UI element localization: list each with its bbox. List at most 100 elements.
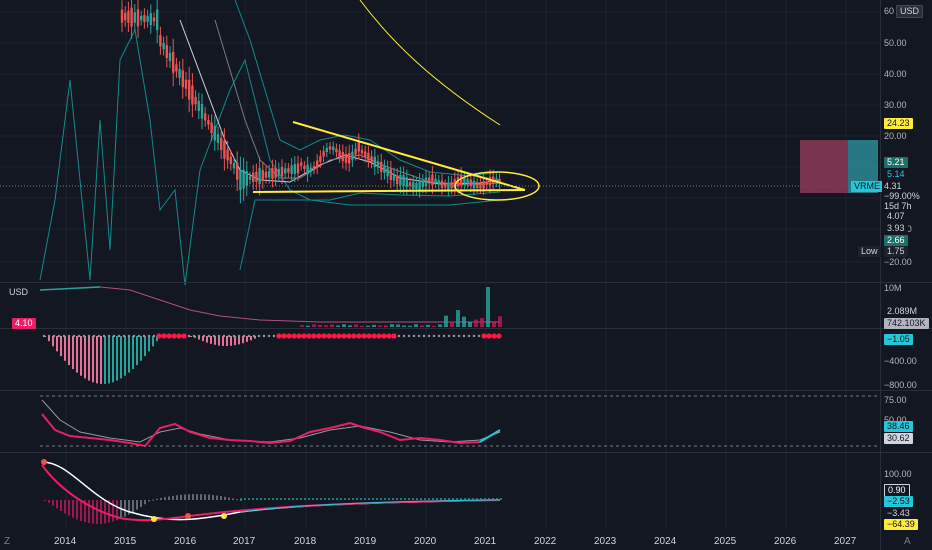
macd-dot — [47, 334, 51, 338]
volume-bar — [312, 324, 316, 327]
volume-bar — [408, 325, 412, 327]
candle-body — [252, 172, 255, 183]
volume-bar — [492, 322, 496, 327]
macd-dot — [432, 334, 436, 338]
macd-bar — [210, 336, 212, 344]
osc-bar — [236, 499, 238, 501]
macd-dot — [67, 334, 71, 338]
pane-divider[interactable] — [0, 390, 932, 391]
macd-bar — [156, 336, 158, 342]
volume-bar — [366, 325, 370, 327]
osc-bar — [368, 498, 370, 500]
price-tick: −20.00 — [884, 257, 912, 267]
macd-tick: −400.00 — [884, 356, 917, 366]
volume-bar — [354, 324, 358, 327]
osc-bar — [444, 498, 446, 500]
timezone-button[interactable]: Z — [4, 536, 11, 547]
osc-bar — [500, 498, 502, 500]
candle-body — [405, 177, 408, 187]
volume-bar — [300, 325, 304, 327]
macd-bar — [222, 336, 224, 346]
macd-bar — [84, 336, 86, 379]
trendline-upper — [292, 121, 526, 191]
candle-body — [284, 168, 287, 174]
macd-dot — [152, 334, 156, 338]
candle-body — [402, 175, 405, 186]
currency-label[interactable]: USD — [896, 5, 924, 18]
osc-bar — [256, 498, 258, 500]
macd-dot — [132, 334, 136, 338]
osc-bar — [240, 500, 242, 501]
osc-bar — [80, 500, 82, 522]
osc-slow-line — [41, 464, 501, 522]
osc-bar — [288, 498, 290, 500]
osc-marker — [221, 513, 227, 519]
candle-body — [140, 15, 143, 21]
rsi-tick: 50.00 — [884, 415, 907, 425]
candle-body — [223, 140, 226, 159]
osc-bar — [248, 498, 250, 500]
auto-scale-button[interactable]: A — [904, 536, 911, 547]
macd-bar — [52, 336, 54, 347]
osc-bar — [188, 494, 190, 500]
candle-body — [232, 163, 236, 169]
volume-bar — [468, 321, 472, 327]
pane-divider[interactable] — [0, 282, 932, 283]
osc-fast-line — [41, 461, 501, 521]
candle-body — [453, 179, 456, 188]
volume-bar — [306, 325, 310, 327]
candle-body — [210, 122, 213, 133]
price-badge: 24.23 — [884, 118, 913, 129]
osc-bar — [420, 498, 422, 500]
ma-long-line — [39, 28, 501, 286]
osc-bar — [252, 498, 254, 500]
year-label: 2016 — [174, 536, 197, 547]
rsi-badge: 30.62 — [884, 433, 913, 444]
candle-body — [335, 148, 338, 153]
macd-dot — [462, 334, 466, 338]
price-badge: 2.66 — [884, 235, 908, 246]
candle-body — [255, 171, 258, 182]
candle-body — [319, 156, 322, 162]
osc-bar — [124, 500, 126, 517]
macd-bar — [144, 336, 146, 357]
macd-dot — [97, 334, 101, 338]
volume-bar — [402, 325, 406, 327]
osc-bar — [192, 494, 194, 500]
volume-bar — [438, 324, 442, 327]
candle-body — [332, 146, 335, 151]
candle-body — [472, 180, 476, 189]
osc-bar — [216, 495, 218, 500]
osc-bar — [156, 498, 158, 500]
macd-dot — [142, 334, 146, 338]
price-tick: 60 — [884, 6, 895, 16]
candle-body — [124, 12, 127, 21]
osc-bar — [468, 498, 470, 500]
macd-dot — [267, 334, 271, 338]
candle-body — [488, 176, 492, 186]
macd-bar — [60, 336, 62, 357]
osc-bar — [44, 500, 46, 501]
symbol-tag[interactable]: VRME — [851, 181, 884, 192]
candle-body — [188, 79, 191, 100]
rsi-badge: 38.46 — [884, 421, 913, 432]
pane-divider[interactable] — [0, 328, 932, 329]
osc-bar — [128, 500, 130, 515]
macd-bar — [104, 336, 106, 384]
candle-body — [463, 176, 466, 184]
macd-pane — [42, 333, 502, 384]
macd-bar — [96, 336, 98, 384]
pane-divider[interactable] — [0, 452, 932, 453]
volume-bars — [300, 287, 502, 327]
breakout-circle — [454, 171, 540, 201]
macd-dot — [227, 334, 231, 338]
osc-bar — [224, 496, 226, 500]
volume-ma-line — [99, 286, 500, 323]
volume-bar — [384, 325, 388, 327]
volume-bar — [336, 325, 340, 327]
volume-currency-label[interactable]: USD — [9, 287, 29, 297]
osc-bar — [172, 495, 174, 500]
macd-dot — [147, 334, 151, 338]
volume-bar — [360, 325, 364, 327]
